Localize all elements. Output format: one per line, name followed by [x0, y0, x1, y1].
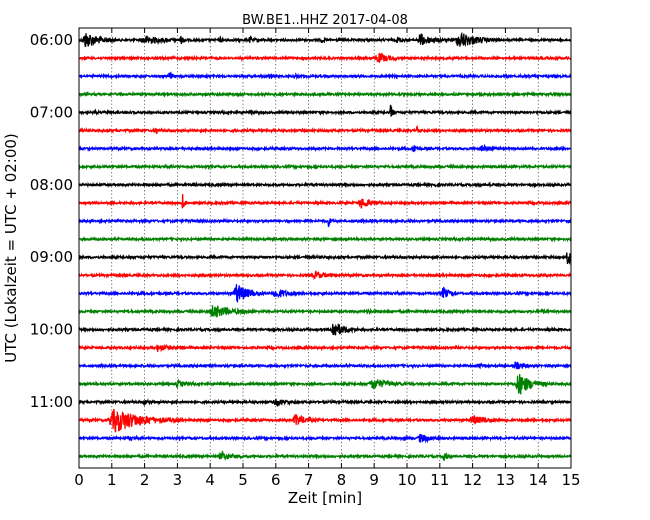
x-tick-label: 2: [140, 471, 150, 489]
y-tick-label: 08:00: [30, 176, 73, 194]
y-axis-label: UTC (Lokalzeit = UTC + 02:00): [2, 133, 20, 363]
x-tick-label: 6: [271, 471, 281, 489]
trace-0700: [78, 104, 572, 117]
x-tick-label: 0: [74, 471, 84, 489]
y-tick-label: 07:00: [30, 103, 73, 121]
x-tick-label: 12: [463, 471, 482, 489]
x-tick-label: 11: [430, 471, 449, 489]
trace-0645: [78, 90, 572, 98]
trace-1015: [78, 343, 572, 353]
y-tick-label: 10:00: [30, 321, 73, 339]
trace-group: [78, 31, 572, 461]
trace-1100: [78, 397, 572, 408]
x-tick-label: 15: [561, 471, 580, 489]
x-tick-label: 7: [304, 471, 314, 489]
x-tick-label: 1: [107, 471, 117, 489]
trace-1000: [78, 323, 572, 336]
trace-0615: [78, 52, 572, 63]
trace-1045: [78, 373, 572, 395]
trace-0945: [78, 305, 572, 318]
x-tick-label: 9: [369, 471, 379, 489]
y-tick-label: 09:00: [30, 248, 73, 266]
y-tick-label: 06:00: [30, 31, 73, 49]
y-tick-label: 11:00: [30, 393, 73, 411]
x-axis-ticks: 0 1 2 3 4 5 6 7 8 9 10 11 12 13 14 15: [74, 28, 581, 489]
trace-1145: [78, 450, 572, 461]
trace-0815: [78, 193, 572, 209]
trace-0715: [78, 124, 572, 135]
trace-0845: [78, 235, 572, 243]
x-tick-label: 14: [529, 471, 548, 489]
x-axis-label: Zeit [min]: [288, 489, 362, 507]
trace-0930: [78, 284, 572, 303]
x-tick-label: 5: [238, 471, 248, 489]
trace-1030: [78, 361, 572, 370]
trace-0630: [78, 71, 572, 81]
trace-0830: [78, 217, 572, 228]
trace-1115: [78, 408, 572, 433]
trace-0900: [78, 252, 572, 266]
x-tick-label: 4: [205, 471, 215, 489]
x-tick-label: 13: [496, 471, 515, 489]
trace-0600: [78, 31, 572, 48]
trace-1130: [78, 433, 572, 444]
x-tick-label: 8: [337, 471, 347, 489]
x-tick-label: 10: [397, 471, 416, 489]
plot-frame: [78, 27, 572, 469]
trace-0915: [78, 270, 572, 281]
trace-0730: [78, 143, 572, 153]
trace-0745: [78, 163, 572, 171]
chart-title: BW.BE1..HHZ 2017-04-08: [242, 13, 408, 28]
trace-0800: [78, 181, 572, 189]
vertical-grid: [111, 28, 539, 468]
x-tick-label: 3: [173, 471, 183, 489]
y-axis-ticks: 06:00 07:00 08:00 09:00 10:00 11:00: [30, 31, 571, 411]
